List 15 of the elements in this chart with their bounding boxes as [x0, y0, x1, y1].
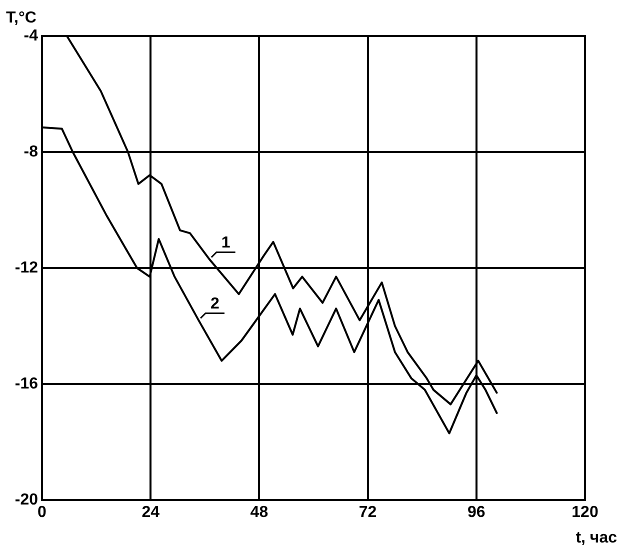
y-tick-label: -4 — [24, 27, 38, 44]
x-tick-label: 24 — [142, 504, 160, 522]
x-tick-label: 72 — [358, 504, 377, 522]
x-tick-label: 120 — [572, 504, 598, 522]
x-axis-title: t, час — [576, 529, 618, 546]
x-tick-label: 0 — [38, 504, 47, 522]
y-tick-label: -16 — [14, 375, 38, 392]
y-tick-label: -8 — [24, 143, 38, 160]
y-axis-title: T,°C — [6, 9, 37, 26]
x-tick-label: 96 — [468, 504, 486, 522]
series-label: 2 — [210, 296, 220, 313]
y-tick-label: -12 — [14, 259, 38, 276]
series-label: 1 — [221, 234, 230, 252]
y-tick-label: -20 — [14, 491, 38, 508]
x-tick-label: 48 — [250, 504, 268, 522]
